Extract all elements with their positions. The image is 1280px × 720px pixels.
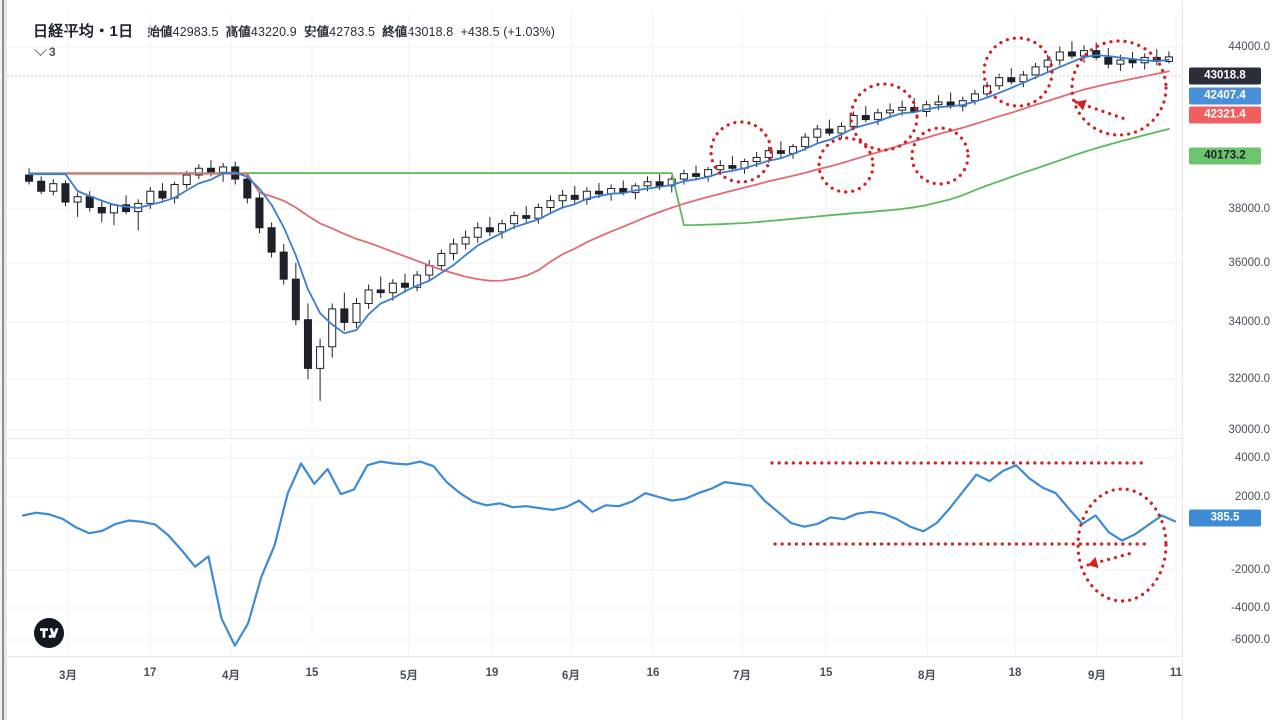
price-axis[interactable]: 44000.0 38000.0 36000.0 34000.0 32000.0 30000…	[1182, 0, 1280, 720]
oscillator-pane[interactable]	[7, 443, 1182, 655]
osc-axis-tick: -4000.0	[1230, 602, 1270, 614]
low-value: 42783.5	[329, 25, 376, 39]
osc-axis-tick: -6000.0	[1230, 634, 1270, 646]
osc-value-badge[interactable]: 385.5	[1189, 509, 1261, 527]
time-axis-tick: 8月	[918, 670, 936, 682]
symbol-title[interactable]: 日経平均・1日	[33, 23, 134, 40]
price-axis-tick: 34000.0	[1228, 316, 1270, 328]
ma-blue-badge[interactable]: 42407.4	[1189, 87, 1261, 105]
price-pane[interactable]	[7, 14, 1182, 438]
oscillator-chart-svg	[7, 443, 1182, 655]
close-label: 終値	[382, 25, 408, 39]
time-axis[interactable]: 3月 17 4月 15 5月 19 6月 16 7月 15 8月 18 9月 11	[7, 656, 1182, 682]
time-axis-tick: 16	[646, 667, 660, 679]
time-axis-tick: 19	[485, 667, 499, 679]
time-axis-tick: 6月	[562, 670, 580, 682]
change-value: +438.5 (+1.03%)	[460, 25, 556, 39]
osc-axis-tick: -2000.0	[1230, 564, 1270, 576]
high-value: 43220.9	[250, 25, 297, 39]
low-label: 安値	[303, 25, 330, 39]
price-axis-tick: 36000.0	[1228, 257, 1270, 269]
time-axis-tick: 7月	[733, 670, 751, 682]
time-axis-tick: 17	[143, 667, 157, 679]
indicator-count-label: 3	[49, 45, 56, 59]
time-axis-tick: 3月	[59, 670, 77, 682]
time-axis-tick: 5月	[400, 670, 418, 682]
open-value: 42983.5	[172, 25, 219, 39]
osc-axis-tick: 2000.0	[1234, 491, 1270, 503]
time-axis-tick: 18	[1008, 667, 1022, 679]
high-label: 高値	[225, 25, 251, 39]
time-axis-tick: 11	[1169, 667, 1183, 679]
window-left-edge	[0, 0, 7, 720]
pane-divider[interactable]	[7, 438, 1182, 439]
last-price-badge[interactable]: 43018.8	[1189, 67, 1261, 85]
price-axis-tick: 30000.0	[1228, 424, 1270, 436]
price-axis-tick: 32000.0	[1228, 373, 1270, 385]
price-chart-svg	[7, 14, 1182, 438]
ohlc-values: 始値42983.5 高値43220.9 安値42783.5 終値43018.8 …	[147, 21, 555, 40]
osc-axis-tick: 4000.0	[1234, 452, 1270, 464]
price-axis-tick: 44000.0	[1228, 41, 1270, 53]
open-label: 始値	[147, 25, 173, 39]
time-axis-tick: 9月	[1088, 670, 1106, 682]
tradingview-logo[interactable]	[34, 618, 64, 648]
tradingview-logo-icon	[39, 627, 58, 638]
indicator-count-chip[interactable]: 3	[34, 42, 56, 59]
time-axis-tick: 4月	[222, 670, 240, 682]
close-value: 43018.8	[407, 25, 454, 39]
chart-legend: 日経平均・1日 始値42983.5 高値43220.9 安値42783.5 終値…	[33, 20, 555, 41]
time-axis-tick: 15	[305, 667, 319, 679]
price-axis-tick: 38000.0	[1228, 203, 1270, 215]
time-axis-tick: 15	[819, 667, 833, 679]
ma-green-badge[interactable]: 40173.2	[1189, 147, 1261, 165]
ma-red-badge[interactable]: 42321.4	[1189, 106, 1261, 124]
